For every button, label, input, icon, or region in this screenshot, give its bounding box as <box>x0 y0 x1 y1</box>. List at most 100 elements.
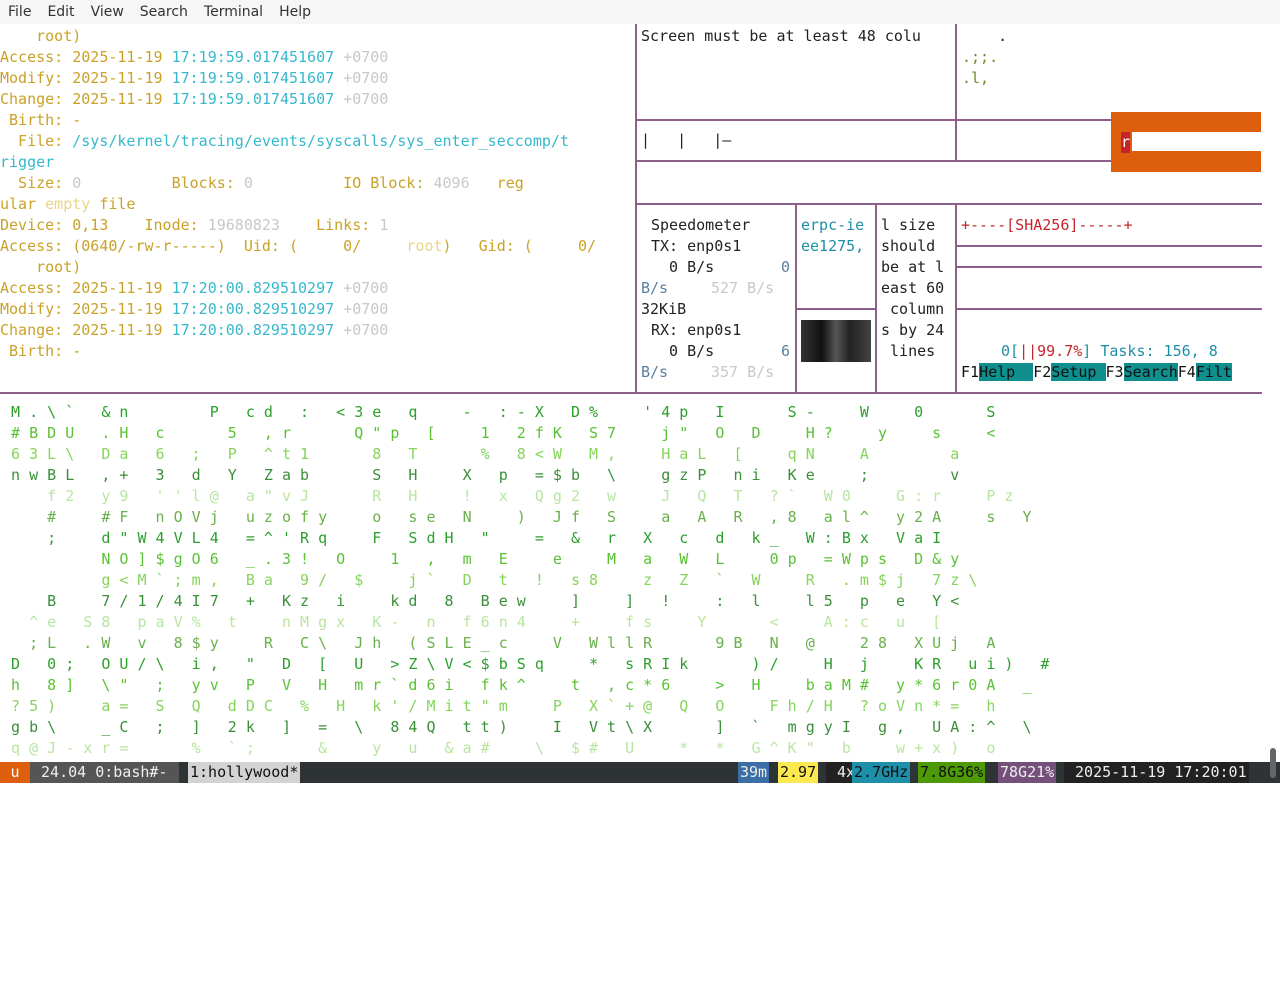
cpu-count: 4x <box>826 762 858 783</box>
matrix-row: n w B L , + 3 d Y Z a b S H X p = $ b \ … <box>2 466 960 484</box>
memory-status: 7.8G36% <box>918 762 986 783</box>
memory-usage: 32KiB <box>641 300 687 318</box>
cpu-freq: 2.7GHz <box>852 762 911 783</box>
speedometer-title: Speedometer <box>651 216 751 234</box>
sha256-randomart: +----[SHA256]-----+ <box>961 216 1133 234</box>
stat-size-line: Size: 0 Blocks: 0 IO Block: 4096 reg <box>0 174 524 192</box>
rx-rate: 0 B/s <box>651 342 715 360</box>
orange-block <box>1111 151 1261 172</box>
pane-border <box>637 160 1111 162</box>
htop-setup-button[interactable]: Setup <box>1051 363 1106 381</box>
matrix-row: q @ J - x r = % ` ; & y u & a # \ $ # U … <box>2 739 996 757</box>
menu-terminal[interactable]: Terminal <box>203 4 264 20</box>
tmux-status-bar: u 24.04 0:bash#- 1:hollywood* 39m 2.97 4… <box>0 762 1280 783</box>
htop-cpu-meter: 0[||99.7%] Tasks: 156, 8 <box>1001 342 1218 360</box>
stat-access-line: Access: 2025-11-19 17:20:00.829510297 +0… <box>0 279 389 297</box>
matrix-row: D 0 ; O U / \ i , " D [ U > Z \ V < $ b … <box>2 655 1050 673</box>
ascii-art: . <box>962 27 1008 45</box>
pane-border <box>957 266 1262 268</box>
scrollbar[interactable] <box>1270 748 1276 778</box>
pane-border <box>795 204 797 394</box>
rx-peak: 357 B/s <box>711 363 775 381</box>
stat-type-line: ular empty file <box>0 195 136 213</box>
pane-border <box>957 245 1262 247</box>
stat-modify-line: Modify: 2025-11-19 17:19:59.017451607 +0… <box>0 69 389 87</box>
uptime-indicator: 39m <box>738 762 770 783</box>
noise-block <box>801 320 871 362</box>
matrix-row: ; L . W v 8 $ y R C \ J h ( S L E _ c V … <box>2 634 996 652</box>
menu-file[interactable]: File <box>8 4 32 20</box>
matrix-row: ^ e S 8 p a V % t n M g x K - n f 6 n 4 … <box>2 613 942 631</box>
matrix-row: g b \ _ C ; ] 2 k ] = \ 8 4 Q t t ) I V … <box>2 718 1032 736</box>
matrix-row: ? 5 ) a = S Q d D C % H k ' / M i t " m … <box>2 697 996 715</box>
window-1-active[interactable]: 1:hollywood* <box>188 762 301 783</box>
htop-f1: F1 <box>961 363 980 381</box>
tx-interface: TX: enp0s1 <box>651 237 742 255</box>
pane-border <box>0 392 1262 394</box>
stat-root-cont: root) <box>0 258 82 276</box>
menu-edit[interactable]: Edit <box>47 4 75 20</box>
size-warning: lines <box>881 342 936 360</box>
matrix-rain: M . \ ` & n P c d : < 3 e q - : - X D % … <box>0 402 1280 762</box>
screen-size-warning: Screen must be at least 48 colu <box>641 27 921 45</box>
ascii-art: .;;. <box>962 48 999 66</box>
matrix-row: 6 3 L \ D a 6 ; P ^ t 1 8 T % 8 < W M , … <box>2 445 960 463</box>
erpc-text: erpc-ie <box>801 216 865 234</box>
session-indicator: u <box>0 762 30 783</box>
tx-rate: 0 B/s <box>651 258 715 276</box>
size-warning: s by 24 <box>881 321 945 339</box>
menu-search[interactable]: Search <box>139 4 188 20</box>
tx-peak: 527 B/s <box>711 279 775 297</box>
matrix-row: f 2 y 9 ' ' l @ a " v J R H ! x Q g 2 w … <box>2 487 1014 505</box>
size-warning: east 60 <box>881 279 945 297</box>
matrix-row: h 8 ] \ " ; y v P V H m r ` d 6 i f k ^ … <box>2 676 1032 694</box>
pane-border <box>957 308 1262 310</box>
tx-scale: 0 <box>781 258 791 276</box>
menu-help[interactable]: Help <box>279 4 311 20</box>
terminal-area[interactable]: root) Access: 2025-11-19 17:19:59.017451… <box>0 24 1280 762</box>
pane-border <box>635 24 637 394</box>
htop-filter-button[interactable]: Filt <box>1195 363 1232 381</box>
orange-block <box>1111 112 1261 132</box>
load-average: 2.97 <box>778 762 819 783</box>
matrix-row: g < M ` ; m , B a 9 / $ j ` D t ! s 8 z … <box>2 571 978 589</box>
pane-border <box>955 204 957 394</box>
window-0[interactable]: 24.04 0:bash#- <box>30 762 179 783</box>
stat-file-line-cont: rigger <box>0 153 55 171</box>
menu-view[interactable]: View <box>90 4 124 20</box>
matrix-row: # B D U . H c 5 , r Q " p [ 1 2 f K S 7 … <box>2 424 996 442</box>
stat-birth-line: Birth: - <box>0 111 82 129</box>
matrix-row: M . \ ` & n P c d : < 3 e q - : - X D % … <box>2 403 996 421</box>
size-warning: column <box>881 300 945 318</box>
disk-status: 78G21% <box>998 762 1057 783</box>
stat-modify-line: Modify: 2025-11-19 17:20:00.829510297 +0… <box>0 300 389 318</box>
erpc-text: ee1275, <box>801 237 865 255</box>
rx-interface: RX: enp0s1 <box>651 321 742 339</box>
rx-scale: 6 <box>781 342 791 360</box>
stat-root-cont: root) <box>0 27 82 45</box>
stat-change-line: Change: 2025-11-19 17:20:00.829510297 +0… <box>0 321 389 339</box>
matrix-row: # # F n O V j u z o f y o s e N ) J f S … <box>2 508 1032 526</box>
stat-device-line: Device: 0,13 Inode: 19680823 Links: 1 <box>0 216 389 234</box>
pane-border <box>637 203 1262 205</box>
cursor-block: r <box>1121 132 1131 153</box>
htop-search-button[interactable]: Search <box>1123 363 1178 381</box>
stat-access-line: Access: 2025-11-19 17:19:59.017451607 +0… <box>0 48 389 66</box>
pane-border <box>637 119 1111 121</box>
rx-unit: B/s <box>641 363 669 381</box>
tx-unit: B/s <box>641 279 669 297</box>
stat-file-line: File: /sys/kernel/tracing/events/syscall… <box>0 132 569 150</box>
size-warning: should <box>881 237 936 255</box>
size-warning: be at l <box>881 258 945 276</box>
htop-help-button[interactable]: Help <box>979 363 1034 381</box>
bars-graph: | | |— <box>641 131 732 149</box>
datetime: 2025-11-19 17:20:01 <box>1064 762 1249 783</box>
pane-border <box>955 24 957 161</box>
matrix-row: ; d " W 4 V L 4 = ^ ' R q F S d H " = & … <box>2 529 942 547</box>
menu-bar: File Edit View Search Terminal Help <box>0 0 1280 24</box>
stat-change-line: Change: 2025-11-19 17:19:59.017451607 +0… <box>0 90 389 108</box>
ascii-art: .l, <box>962 69 990 87</box>
pane-border <box>797 308 875 310</box>
stat-perm-line: Access: (0640/-rw-r-----) Uid: ( 0/ root… <box>0 237 597 255</box>
matrix-row: N O ] $ g O 6 _ . 3 ! O 1 , m E e M a W … <box>2 550 960 568</box>
